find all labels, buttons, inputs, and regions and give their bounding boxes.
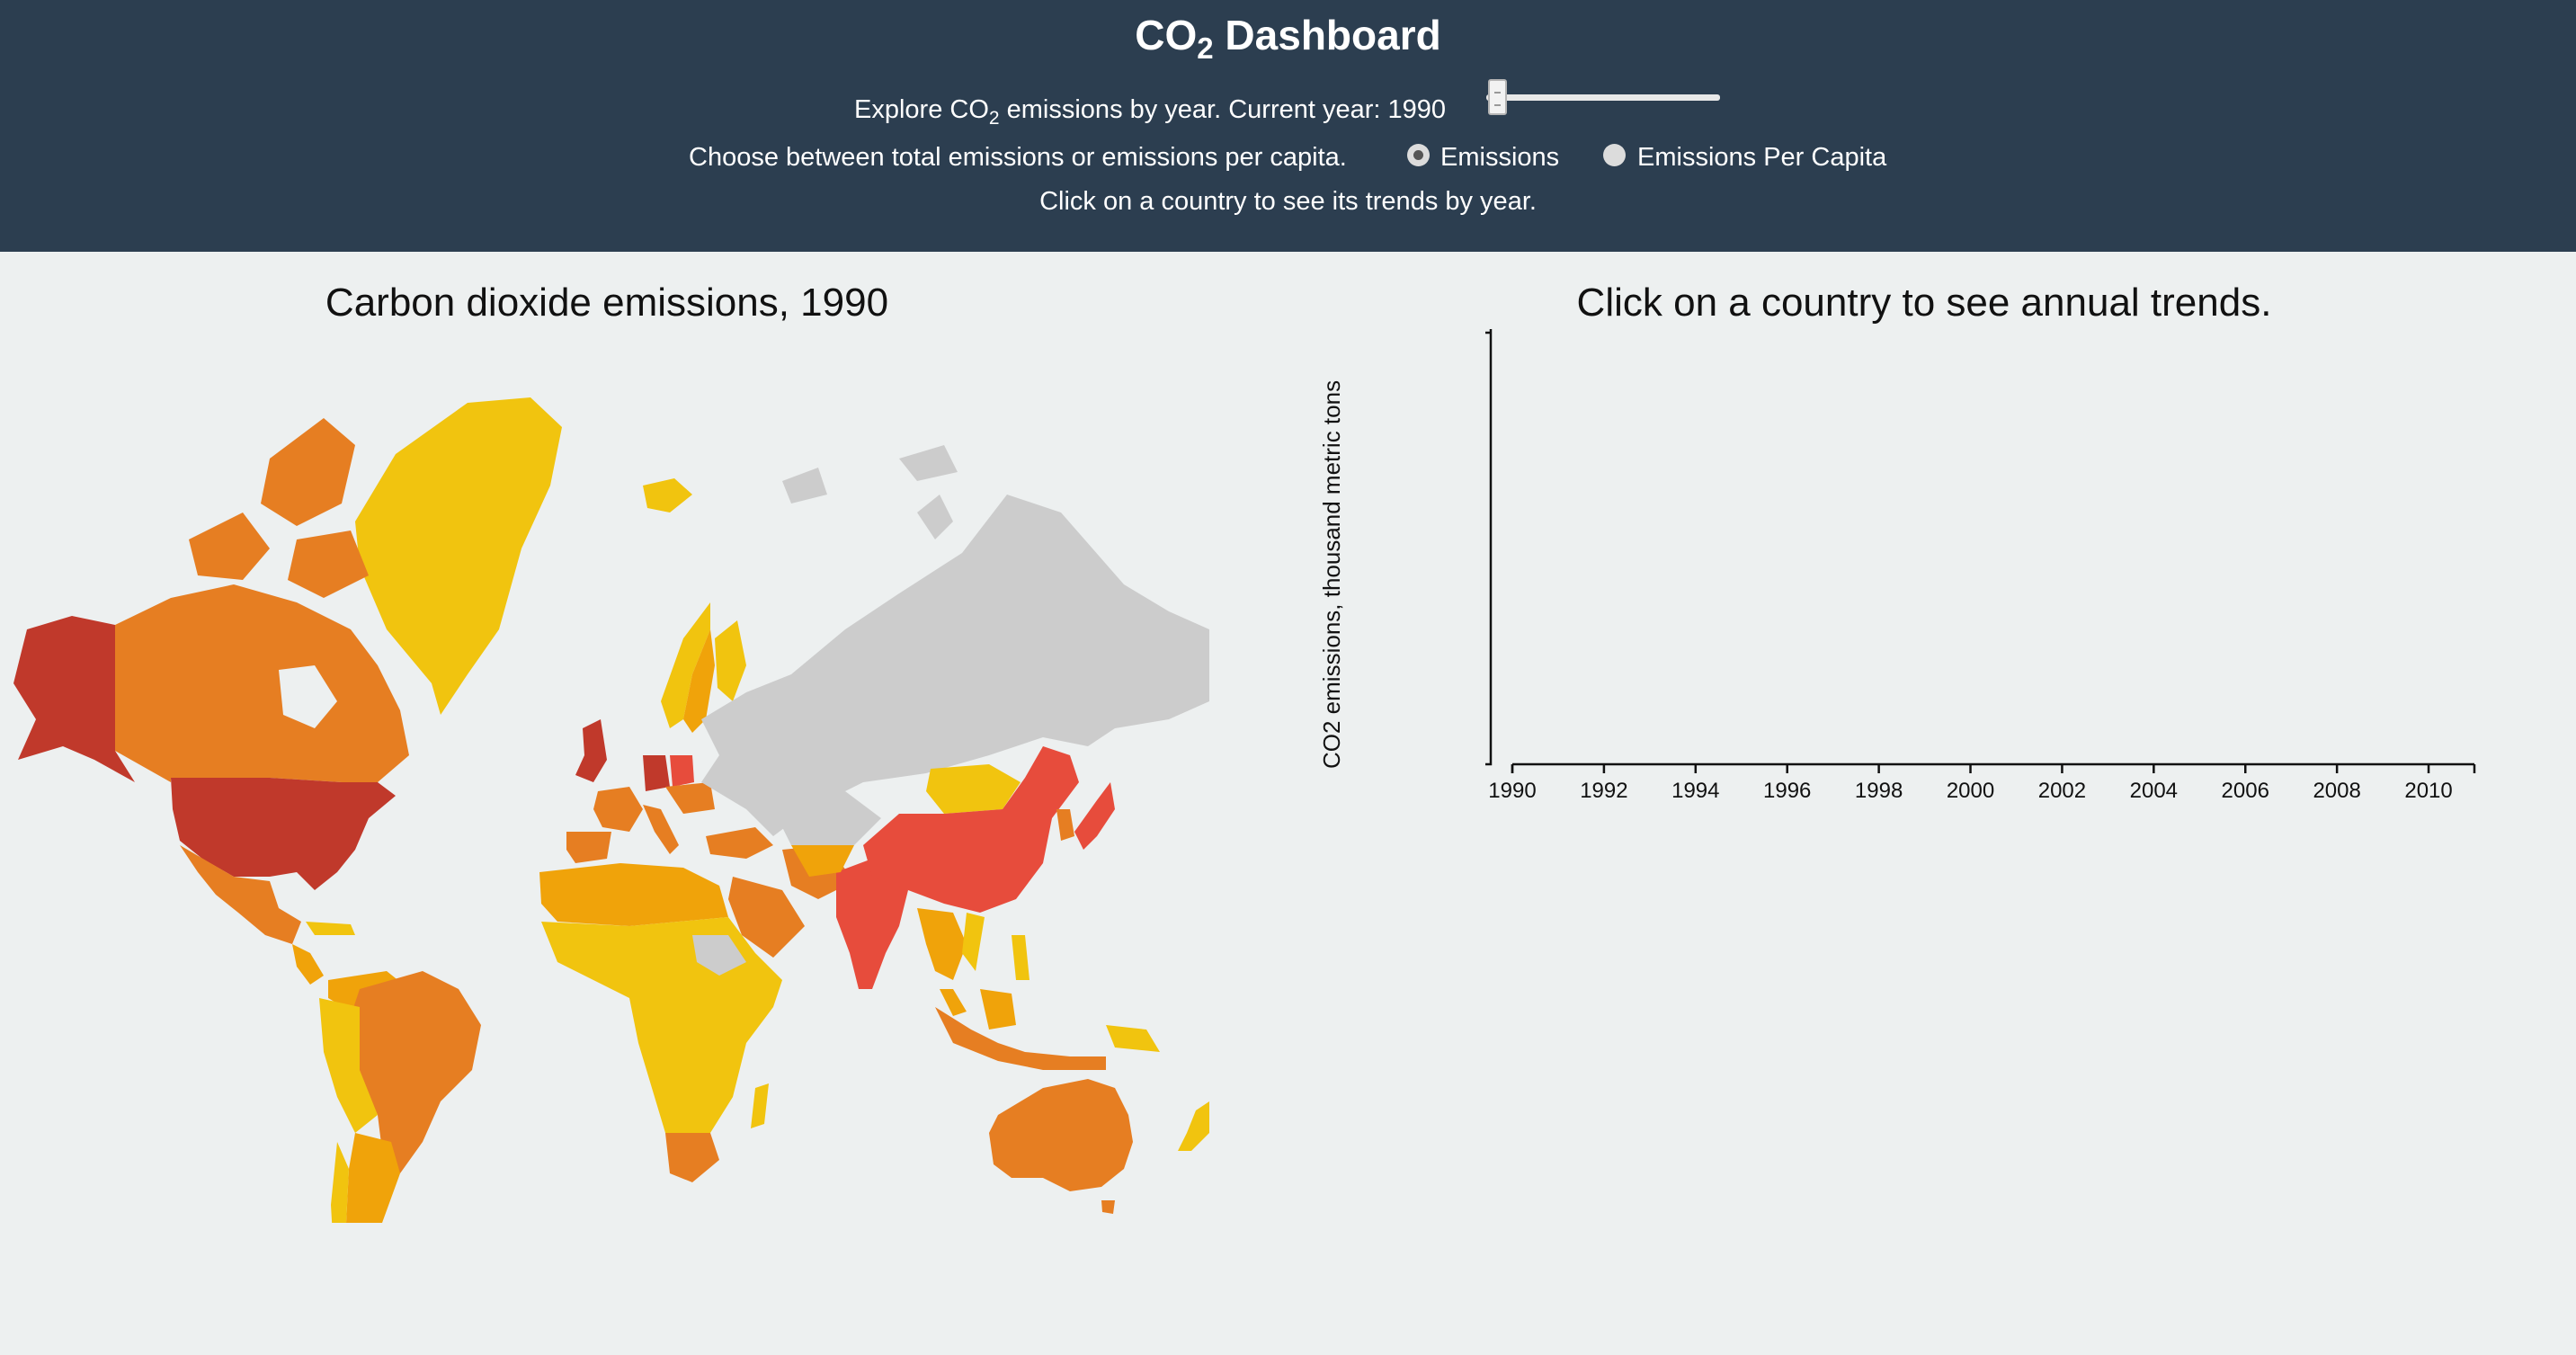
- slider-thumb[interactable]: [1488, 79, 1507, 115]
- country-france[interactable]: [593, 787, 643, 832]
- country-south-africa[interactable]: [665, 1133, 719, 1182]
- slider-track[interactable]: [1486, 94, 1720, 101]
- x-tick-label: 2008: [2313, 779, 2360, 803]
- country-new-zealand[interactable]: [1178, 1101, 1209, 1151]
- country-russia[interactable]: [701, 495, 1209, 836]
- country-tasmania[interactable]: [1101, 1200, 1115, 1214]
- country-cuba[interactable]: [306, 922, 355, 935]
- country-central-asia[interactable]: [791, 845, 854, 877]
- hudson-bay: [279, 665, 337, 728]
- x-axis-ticks: 1990 1992 1994 1996 1998 2000 2002 2004 2006 2008…: [1488, 764, 2453, 803]
- x-axis: [1511, 762, 2476, 773]
- x-tick-label: 1990: [1488, 779, 1536, 803]
- country-iceland[interactable]: [643, 478, 692, 513]
- country-central-america[interactable]: [292, 944, 324, 985]
- x-tick-label: 1992: [1580, 779, 1627, 803]
- x-tick-label: 2006: [2222, 779, 2269, 803]
- country-poland[interactable]: [670, 755, 694, 787]
- instructions-text: Click on a country to see its trends by …: [1039, 187, 1537, 216]
- x-tick-label: 2000: [1947, 779, 1994, 803]
- radio-emissions-per-capita[interactable]: [1603, 144, 1626, 166]
- country-madagascar[interactable]: [751, 1083, 769, 1128]
- country-spain[interactable]: [566, 832, 611, 863]
- country-canada-arctic[interactable]: [189, 418, 369, 598]
- country-alaska[interactable]: [13, 616, 135, 782]
- country-united-kingdom[interactable]: [575, 719, 607, 782]
- x-tick-label: 1998: [1855, 779, 1903, 803]
- country-united-states[interactable]: [171, 778, 396, 890]
- country-greenland[interactable]: [355, 397, 562, 715]
- x-tick-label: 2002: [2038, 779, 2086, 803]
- country-turkey[interactable]: [706, 827, 773, 859]
- country-sweden[interactable]: [683, 629, 715, 733]
- country-norway[interactable]: [661, 602, 710, 728]
- x-tick-label: 1996: [1763, 779, 1811, 803]
- year-slider[interactable]: [1486, 79, 1720, 119]
- country-china[interactable]: [863, 746, 1079, 913]
- radio-emissions[interactable]: [1407, 144, 1430, 166]
- country-india[interactable]: [836, 859, 908, 989]
- country-africa-central[interactable]: [541, 917, 782, 1151]
- x-tick-label: 2010: [2404, 779, 2452, 803]
- country-canada[interactable]: [115, 584, 409, 782]
- country-north-africa[interactable]: [539, 863, 728, 926]
- x-tick-label: 2004: [2130, 779, 2178, 803]
- x-tick-label: 1994: [1671, 779, 1719, 803]
- country-russia-islands[interactable]: [782, 445, 958, 539]
- country-saudi-arabia[interactable]: [728, 877, 805, 958]
- country-japan[interactable]: [1074, 782, 1115, 850]
- country-peru[interactable]: [319, 998, 378, 1133]
- trend-title: Click on a country to see annual trends.: [1576, 281, 2272, 325]
- y-axis-label: CO2 emissions, thousand metric tons: [1318, 380, 1345, 769]
- radio-emissions-label[interactable]: Emissions: [1440, 143, 1560, 172]
- choose-mode-text: Choose between total emissions or emissi…: [689, 143, 1347, 172]
- country-kazakhstan[interactable]: [773, 791, 881, 845]
- country-central-europe[interactable]: [665, 782, 715, 814]
- trend-chart: CO2 emissions, thousand metric tons 1990…: [1318, 329, 2476, 803]
- country-argentina[interactable]: [343, 1133, 400, 1223]
- y-axis: [1485, 329, 1493, 766]
- country-australia[interactable]: [989, 1079, 1133, 1191]
- country-malaysia[interactable]: [940, 989, 967, 1016]
- country-philippines[interactable]: [1012, 935, 1030, 980]
- country-germany[interactable]: [643, 755, 670, 791]
- country-italy[interactable]: [643, 805, 679, 854]
- country-korea[interactable]: [1056, 809, 1074, 841]
- country-southeast-asia[interactable]: [917, 908, 967, 980]
- country-papua-new-guinea[interactable]: [1106, 1025, 1160, 1052]
- country-vietnam[interactable]: [962, 913, 985, 971]
- country-finland[interactable]: [715, 620, 746, 701]
- dashboard-header: CO2 Dashboard Explore CO2 emissions by y…: [0, 0, 2576, 252]
- map-title: Carbon dioxide emissions, 1990: [325, 281, 889, 325]
- country-mongolia[interactable]: [926, 764, 1021, 814]
- radio-emissions-per-capita-label[interactable]: Emissions Per Capita: [1637, 143, 1887, 172]
- page-title: CO2 Dashboard: [1135, 12, 1441, 65]
- country-brazil[interactable]: [346, 971, 481, 1173]
- country-chile[interactable]: [331, 1142, 355, 1223]
- country-ethiopia[interactable]: [692, 935, 746, 976]
- year-description: Explore CO2 emissions by year. Current y…: [854, 95, 1447, 129]
- world-map[interactable]: [0, 360, 1214, 1223]
- country-borneo[interactable]: [980, 989, 1016, 1030]
- country-mexico[interactable]: [180, 845, 301, 944]
- country-indonesia[interactable]: [935, 1007, 1106, 1070]
